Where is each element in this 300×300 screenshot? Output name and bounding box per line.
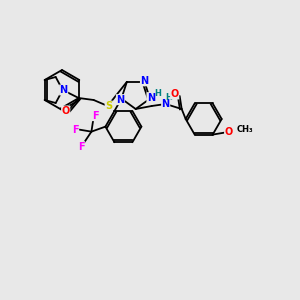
Text: F: F	[78, 142, 85, 152]
Text: F: F	[92, 111, 99, 121]
Text: N: N	[116, 94, 124, 105]
Text: F: F	[72, 124, 79, 135]
Text: N: N	[60, 85, 68, 95]
Text: S: S	[105, 101, 112, 111]
Text: O: O	[61, 106, 70, 116]
Text: O: O	[225, 127, 233, 136]
Text: N: N	[140, 76, 148, 86]
Text: N: N	[147, 93, 155, 103]
Text: N: N	[162, 99, 170, 109]
Text: CH₃: CH₃	[237, 125, 253, 134]
Text: H: H	[154, 89, 161, 98]
Text: H: H	[165, 92, 172, 101]
Text: O: O	[171, 89, 179, 99]
